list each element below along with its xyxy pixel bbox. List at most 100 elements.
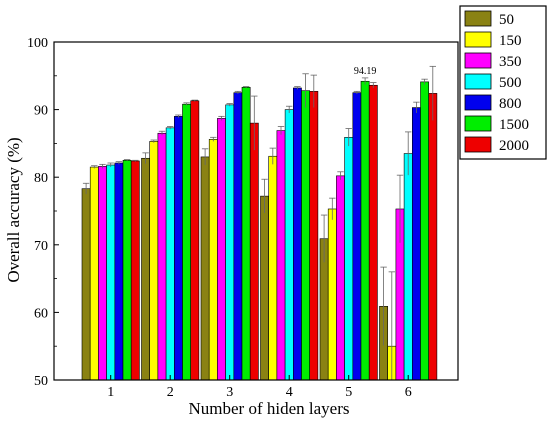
error-bar-1500-layers-4 — [302, 73, 309, 108]
y-tick-label-60: 60 — [34, 306, 48, 321]
y-tick-label-100: 100 — [27, 36, 48, 51]
legend-swatch-350 — [464, 52, 492, 69]
x-axis-label: Number of hiden layers — [189, 399, 350, 418]
error-bar-500-layers-3 — [226, 103, 233, 107]
annotation-label: 94.19 — [354, 66, 377, 77]
legend-label-350: 350 — [499, 54, 522, 70]
bar-800-layers-6 — [411, 107, 421, 381]
error-bar-800-layers-2 — [175, 114, 182, 118]
bar-50-layers-3 — [200, 156, 210, 381]
legend-swatch-2000 — [464, 136, 492, 153]
error-bar-800-layers-4 — [294, 86, 301, 90]
bar-500-layers-2 — [165, 127, 175, 381]
error-bar-350-layers-6 — [396, 174, 404, 243]
bar-1500-layers-3 — [241, 86, 251, 381]
error-bar-150-layers-4 — [269, 147, 276, 165]
bar-2000-layers-1 — [130, 160, 140, 381]
error-bar-500-layers-1 — [107, 162, 114, 168]
bar-350-layers-5 — [336, 175, 345, 381]
error-bar-50-layers-3 — [201, 148, 209, 166]
error-bar-1500-layers-6 — [421, 78, 428, 85]
bar-50-layers-4 — [260, 195, 269, 381]
error-bars-layer — [82, 65, 436, 380]
error-bar-800-layers-1 — [115, 161, 123, 165]
x-tick-label-3: 3 — [226, 385, 233, 400]
legend-label-150: 150 — [499, 33, 522, 49]
error-bar-2000-layers-1 — [132, 159, 139, 162]
error-bar-350-layers-4 — [277, 126, 285, 135]
bar-50-layers-1 — [81, 188, 91, 381]
error-bar-50-layers-1 — [82, 182, 90, 195]
error-bar-150-layers-2 — [150, 139, 157, 143]
legend-swatch-150 — [464, 31, 492, 48]
error-bar-150-layers-1 — [91, 165, 98, 169]
error-bar-350-layers-1 — [99, 163, 106, 169]
y-tick-label-70: 70 — [34, 239, 48, 254]
bar-800-layers-1 — [114, 162, 124, 381]
bar-1500-layers-1 — [122, 160, 132, 381]
error-bar-800-layers-6 — [413, 101, 420, 113]
bar-350-layers-1 — [98, 166, 107, 381]
axes-layer: 50 60 70 80 90 100 1 2 3 4 5 6 — [27, 36, 459, 400]
x-tick-label-2: 2 — [167, 385, 174, 400]
error-bar-2000-layers-4 — [310, 74, 317, 108]
error-bar-50-layers-5 — [320, 214, 328, 263]
error-bar-350-layers-2 — [158, 130, 166, 136]
legend-label-50: 50 — [499, 12, 514, 28]
bar-500-layers-3 — [225, 104, 235, 381]
legend-label-1500: 1500 — [499, 117, 529, 133]
error-bar-1500-layers-5 — [361, 77, 369, 85]
bar-800-layers-3 — [233, 92, 243, 381]
bar-350-layers-2 — [157, 132, 167, 381]
error-bar-2000-layers-2 — [191, 99, 198, 102]
legend-label-800: 800 — [499, 96, 522, 112]
error-bar-1500-layers-2 — [183, 102, 190, 106]
legend: 50 150 350 500 800 1500 2000 — [459, 5, 547, 160]
legend-swatch-1500 — [464, 115, 492, 132]
bar-1500-layers-5 — [360, 80, 370, 381]
error-bar-350-layers-3 — [218, 115, 225, 121]
bar-500-layers-6 — [403, 153, 413, 381]
legend-swatch-50 — [464, 10, 492, 27]
error-bar-50-layers-6 — [380, 266, 387, 346]
error-bar-150-layers-6 — [388, 271, 395, 380]
error-bar-2000-layers-3 — [251, 95, 258, 151]
bar-2000-layers-6 — [428, 93, 438, 381]
bar-150-layers-1 — [89, 166, 99, 381]
error-bar-150-layers-5 — [329, 197, 336, 220]
error-bar-500-layers-6 — [405, 131, 412, 176]
bar-500-layers-5 — [344, 137, 354, 381]
bar-150-layers-5 — [327, 208, 337, 381]
bar-500-layers-4 — [284, 109, 294, 381]
error-bar-1500-layers-1 — [123, 159, 131, 161]
bar-1500-layers-6 — [420, 81, 429, 381]
x-tick-label-5: 5 — [345, 385, 352, 400]
bar-50-layers-2 — [141, 157, 150, 381]
x-tick-label-4: 4 — [286, 385, 293, 400]
bar-800-layers-5 — [352, 92, 362, 381]
bar-150-layers-3 — [208, 139, 218, 381]
error-bar-50-layers-4 — [261, 178, 268, 214]
bar-350-layers-4 — [276, 130, 286, 381]
bar-2000-layers-2 — [190, 100, 200, 381]
error-bar-350-layers-5 — [337, 171, 344, 180]
bar-2000-layers-3 — [249, 122, 259, 381]
y-tick-label-90: 90 — [34, 104, 48, 119]
y-tick-label-80: 80 — [34, 171, 48, 186]
bar-1500-layers-2 — [182, 103, 191, 381]
error-bar-500-layers-4 — [286, 105, 293, 113]
x-tick-label-1: 1 — [107, 385, 114, 400]
bar-2000-layers-5 — [368, 84, 378, 381]
bar-2000-layers-4 — [309, 91, 319, 381]
bar-150-layers-2 — [149, 141, 159, 381]
error-bar-500-layers-5 — [345, 128, 352, 147]
y-tick-label-50: 50 — [34, 374, 48, 389]
bar-150-layers-4 — [268, 155, 278, 381]
error-bar-150-layers-3 — [210, 136, 217, 142]
error-bar-800-layers-3 — [234, 90, 242, 95]
legend-label-500: 500 — [499, 75, 522, 91]
legend-swatch-800 — [464, 94, 492, 111]
bar-800-layers-2 — [174, 116, 183, 381]
y-axis-label: Overall accuracy (%) — [4, 137, 23, 282]
